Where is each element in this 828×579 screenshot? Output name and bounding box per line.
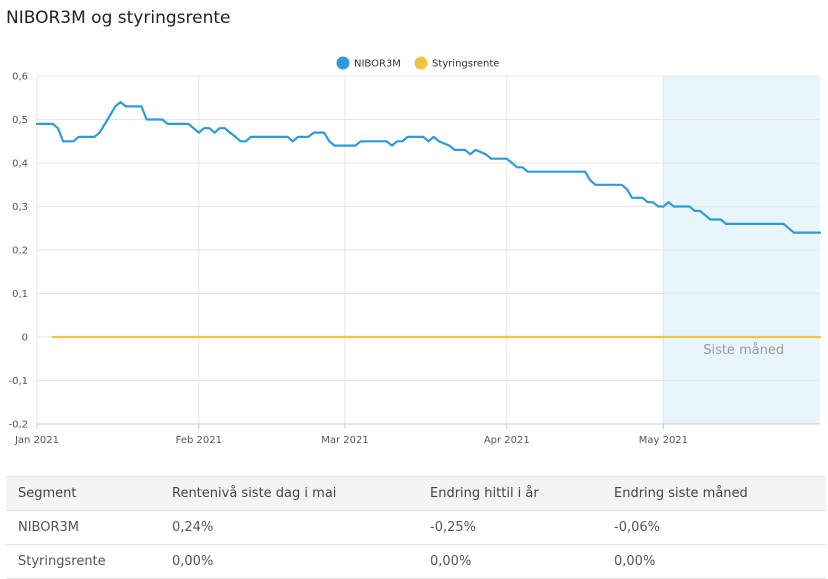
column-header-rate-level: Rentenivå siste dag i mai	[160, 476, 418, 511]
legend-label: Styringsrente	[432, 59, 499, 70]
legend-marker	[414, 56, 428, 70]
table-cell: 0,24%	[160, 510, 418, 545]
y-tick-label: 0,4	[12, 159, 28, 170]
y-tick-label: 0,3	[12, 202, 28, 213]
line-chart: Siste måned -0,2 -0,1 0 0,1 0,2 0,3 0,4 0,5 0,6 J…	[8, 56, 822, 446]
y-tick-label: 0,1	[12, 289, 28, 300]
table-row: NIBOR3M 0,24% -0,25% -0,06%	[6, 510, 826, 545]
table-cell: -0,06%	[602, 510, 826, 545]
column-header-change-month: Endring siste måned	[602, 476, 826, 511]
table-cell: 0,00%	[160, 544, 418, 579]
y-tick-label: 0,5	[12, 115, 28, 126]
y-tick-label: -0,1	[8, 376, 28, 387]
y-tick-label: 0,2	[12, 246, 28, 257]
table-header-row: Segment Rentenivå siste dag i mai Endrin…	[6, 476, 826, 511]
table-row: Styringsrente 0,00% 0,00% 0,00%	[6, 544, 826, 579]
table-cell: 0,00%	[418, 544, 602, 579]
y-tick-label: -0,2	[8, 420, 28, 431]
table-cell: NIBOR3M	[6, 510, 160, 545]
x-tick-label: Jan 2021	[14, 435, 59, 446]
y-tick-label: 0,6	[12, 72, 28, 83]
x-tick-label: Feb 2021	[176, 435, 222, 446]
table-cell: Styringsrente	[6, 544, 160, 579]
table-cell: 0,00%	[602, 544, 826, 579]
page-title: NIBOR3M og styringsrente	[6, 8, 231, 28]
summary-table: Segment Rentenivå siste dag i mai Endrin…	[6, 476, 826, 579]
legend-marker	[336, 56, 350, 70]
column-header-change-ytd: Endring hittil i år	[418, 476, 602, 511]
column-header-segment: Segment	[6, 476, 160, 511]
x-tick-label: Apr 2021	[484, 435, 530, 446]
x-tick-label: Mar 2021	[321, 435, 369, 446]
x-tick-label: May 2021	[639, 435, 688, 446]
y-tick-label: 0	[22, 333, 28, 344]
series-line-nibor3m	[35, 100, 822, 234]
table-cell: -0,25%	[418, 510, 602, 545]
highlight-label: Siste måned	[703, 343, 784, 358]
legend-label: NIBOR3M	[354, 59, 401, 70]
